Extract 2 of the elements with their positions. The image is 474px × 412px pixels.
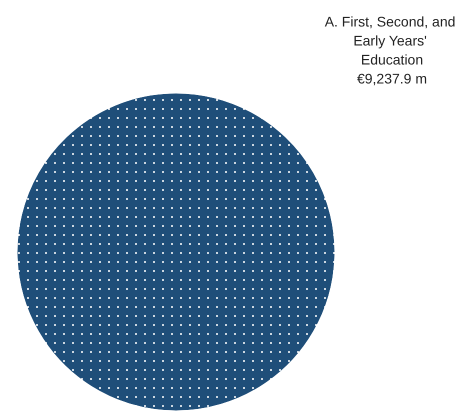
slice-label: A. First, Second, and Early Years' Education — [324, 14, 460, 68]
data-label: €9,237.9 m — [356, 70, 428, 86]
